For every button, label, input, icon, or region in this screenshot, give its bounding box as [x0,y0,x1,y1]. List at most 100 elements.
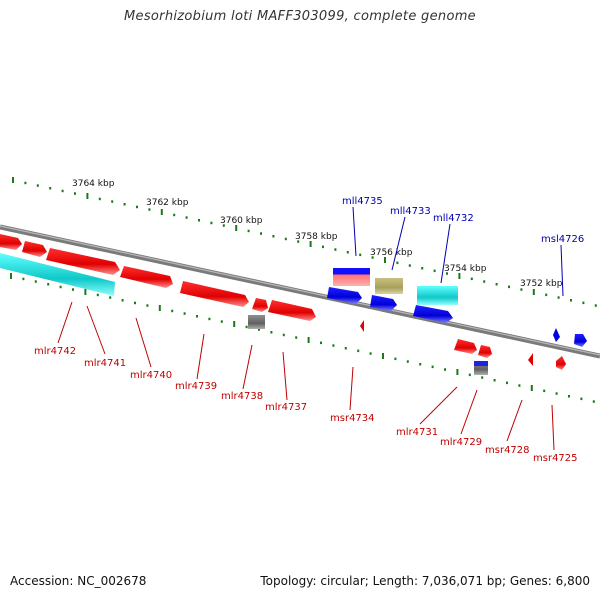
scale-tick-minor [555,392,558,395]
scale-tick-minor [109,296,112,299]
scale-tick-minor [34,280,37,283]
gene-arrow-msr4734[interactable] [360,320,364,332]
gene-label-mlr4731[interactable]: mlr4731 [396,427,438,438]
gene-arrow-mlr4737b[interactable] [268,300,316,321]
gene-block-mll4735[interactable] [333,268,370,286]
scale-tick-minor [59,285,62,289]
scale-tick-minor [322,245,324,249]
scale-tick-major [456,369,459,375]
scale-tick-minor [334,248,337,251]
gene-arrow-mlr4731[interactable] [454,339,477,354]
gene-arrow-blue-right[interactable] [574,334,587,347]
gene-label-mlr4739[interactable]: mlr4739 [175,381,217,392]
gene-label-mll4732[interactable]: mll4732 [433,213,474,224]
scale-tick-minor [295,336,298,339]
gene-arrow-mlr4740[interactable] [120,266,173,288]
scale-label: 3764 kbp [72,179,115,189]
scale-tick-minor [594,304,597,307]
scale-tick-minor [444,368,446,371]
scale-tick-major [530,385,533,391]
scale-tick-minor [592,400,595,403]
gene-label-msr4728[interactable]: msr4728 [485,445,530,456]
gene-label-mlr4737[interactable]: mlr4737 [265,402,307,413]
scale-tick-minor [121,299,124,302]
scale-tick-major [86,193,89,199]
scale-tick-minor [568,395,570,398]
gene-arrow-mlr4729[interactable] [478,345,492,358]
scale-tick-minor [406,360,409,363]
scale-tick-minor [520,288,523,291]
scale-tick-minor [394,357,397,361]
gene-arrow-mlr4739[interactable] [180,281,249,307]
gene-label-mll4735[interactable]: mll4735 [342,196,383,207]
reverse-strand-genes [327,268,587,347]
scale-tick-major [10,273,12,279]
leader-line [352,206,357,257]
scale-tick-major [384,257,386,263]
gene-arrow-mlr4742[interactable] [46,248,120,275]
gene-label-mlr4742[interactable]: mlr4742 [34,346,76,357]
scale-tick-minor [470,277,473,281]
leader-line [86,305,106,355]
gene-label-mlr4741[interactable]: mlr4741 [84,358,126,369]
scale-tick-minor [47,283,50,286]
gene-label-mll4733[interactable]: mll4733 [390,206,431,217]
scale-label: 3754 kbp [444,264,487,274]
scale-tick-minor [543,389,546,393]
scale-label: 3760 kbp [220,216,263,226]
leader-line [349,366,354,411]
gene-arrow-mlr4737[interactable] [252,298,268,312]
gene-block-mll4733[interactable] [375,278,403,294]
gene-arrow-msr4728[interactable] [528,353,533,366]
scale-tick-minor [136,205,138,209]
gene-arrow-blue[interactable] [327,287,362,304]
scale-tick-minor [270,331,273,334]
scale-tick-minor [545,293,548,297]
gene-label-msl4726[interactable]: msl4726 [541,234,584,245]
scale-tick-minor [421,267,424,270]
leader-line [282,351,288,401]
scale-tick-minor [22,277,25,281]
scale-tick-major [532,289,535,295]
scale-tick-major [382,353,384,359]
scale-tick-minor [171,309,174,313]
scale-tick-minor [332,344,335,347]
gene-arrow-msr4725[interactable] [556,356,566,370]
scale-tick-minor [220,320,223,323]
scale-tick-minor [371,256,374,259]
gene-label-msr4734[interactable]: msr4734 [330,413,375,424]
gene-arrow-blue[interactable] [413,305,453,323]
gene-block-gray[interactable] [248,315,265,329]
gene-block-cyan[interactable] [0,253,115,296]
leader-line [560,244,564,297]
scale-tick-minor [123,203,126,206]
scale-tick-major [307,337,310,343]
scale-tick-minor [96,293,99,297]
scale-tick-minor [24,181,27,185]
scale-tick-minor [344,347,347,350]
gene-arrow-msl4726[interactable] [553,328,560,342]
gene-arrow-forward[interactable] [0,234,22,250]
gene-arrow-blue[interactable] [370,295,397,311]
gene-block-blue-small[interactable] [474,361,488,366]
scale-tick-minor [570,299,572,302]
scale-tick-minor [173,213,176,217]
gene-label-mlr4729[interactable]: mlr4729 [440,437,482,448]
scale-tick-minor [481,376,484,379]
leader-line [551,404,555,451]
gene-label-mlr4738[interactable]: mlr4738 [221,391,263,402]
scale-dots-bottom [10,273,595,403]
gene-arrow-forward[interactable] [22,241,47,257]
genome-backbone-highlight [0,225,600,356]
scale-tick-minor [74,192,76,195]
gene-label-msr4725[interactable]: msr4725 [533,453,578,464]
gene-label-mlr4740[interactable]: mlr4740 [130,370,172,381]
scale-tick-minor [506,381,508,385]
scale-tick-minor [258,328,260,331]
scale-tick-minor [357,349,360,353]
scale-tick-minor [61,189,64,193]
scale-tick-minor [369,352,372,355]
gene-block-mll4732[interactable] [417,286,458,305]
genome-backbone [0,224,600,359]
